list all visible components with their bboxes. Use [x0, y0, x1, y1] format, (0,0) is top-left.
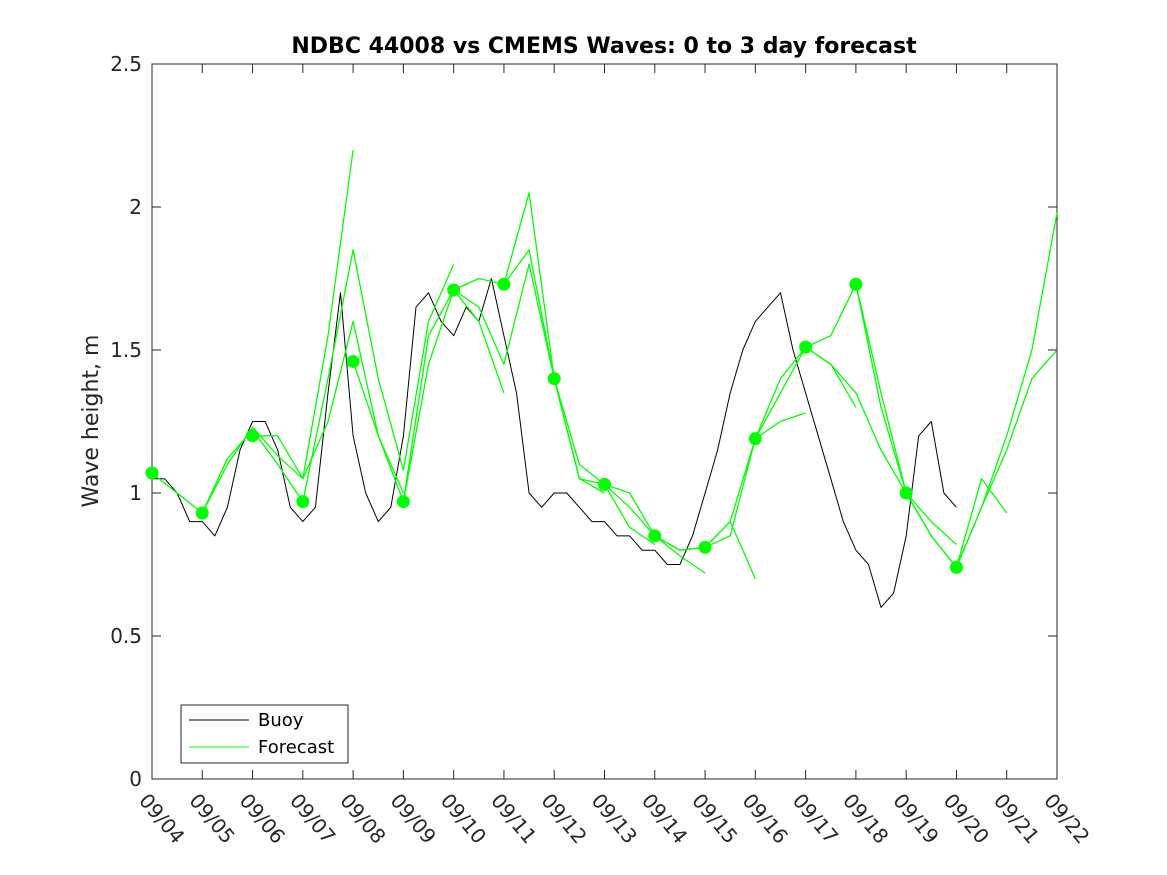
x-tick-label: 09/15: [687, 789, 742, 849]
x-tick-label: 09/19: [888, 789, 943, 849]
x-tick-label: 09/07: [285, 789, 340, 849]
y-axis-label: Wave height, m: [79, 335, 104, 508]
legend-buoy-label: Buoy: [258, 710, 304, 731]
forecast-point: [799, 340, 813, 354]
chart-title: NDBC 44008 vs CMEMS Waves: 0 to 3 day fo…: [291, 34, 917, 59]
forecast-point: [698, 540, 712, 554]
forecast-line: [151, 429, 304, 514]
forecast-point: [547, 372, 561, 386]
x-tick-label: 09/08: [335, 789, 390, 849]
forecast-line: [503, 192, 656, 546]
y-tick-label: 1.5: [110, 338, 142, 362]
x-tick-label: 09/20: [939, 789, 994, 849]
forecast-line: [302, 249, 455, 502]
buoy-line: [152, 278, 957, 608]
plot-area: [145, 63, 1058, 780]
x-tick-label: 09/13: [587, 789, 642, 849]
forecast-point: [195, 506, 209, 520]
legend-forecast-label: Forecast: [258, 737, 334, 758]
legend: Buoy Forecast: [180, 704, 349, 764]
forecast-point: [899, 486, 913, 500]
forecast-line: [805, 346, 957, 545]
forecast-initial-points: [145, 277, 963, 574]
x-tick-label: 09/21: [989, 789, 1044, 849]
buoy-series: [152, 278, 957, 608]
forecast-line: [754, 283, 907, 494]
forecast-line: [201, 149, 354, 514]
forecast-line: [654, 412, 806, 551]
y-tick-label: 1: [129, 481, 142, 505]
x-tick-label: 09/04: [134, 789, 189, 849]
forecast-line: [553, 378, 706, 574]
x-tick-label: 09/17: [788, 789, 843, 849]
y-axis: 0 0.5 1 1.5 2 2.5: [110, 52, 1057, 791]
forecast-line: [955, 212, 1058, 568]
x-tick-label: 09/06: [235, 789, 290, 849]
x-tick-label: 09/14: [637, 789, 692, 849]
forecast-point: [246, 429, 260, 443]
y-tick-label: 2.5: [110, 52, 142, 76]
forecast-series: [151, 149, 1058, 580]
forecast-point: [145, 466, 159, 480]
y-tick-label: 0.5: [110, 624, 142, 648]
forecast-point: [447, 283, 461, 297]
x-tick-label: 09/22: [1039, 789, 1094, 849]
x-tick-label: 09/12: [536, 789, 591, 849]
x-tick-label: 09/18: [838, 789, 893, 849]
y-tick-label: 0: [129, 767, 142, 791]
plot-frame: [151, 63, 1058, 780]
x-tick-label: 09/10: [436, 789, 491, 849]
forecast-point: [296, 495, 310, 509]
forecast-point: [748, 432, 762, 446]
x-tick-label: 09/05: [184, 789, 239, 849]
forecast-point: [346, 354, 360, 368]
forecast-point: [949, 560, 963, 574]
x-tick-label: 09/16: [738, 789, 793, 849]
x-tick-label: 09/09: [386, 789, 441, 849]
forecast-line: [352, 289, 505, 503]
forecast-point: [648, 529, 662, 543]
forecast-point: [598, 477, 611, 491]
legend-box: [180, 704, 349, 764]
forecast-point: [849, 277, 863, 291]
forecast-point: [396, 495, 410, 509]
y-tick-label: 2: [129, 195, 142, 219]
forecast-line: [402, 263, 555, 502]
forecast-point: [497, 277, 511, 291]
x-tick-label: 09/11: [486, 789, 541, 849]
